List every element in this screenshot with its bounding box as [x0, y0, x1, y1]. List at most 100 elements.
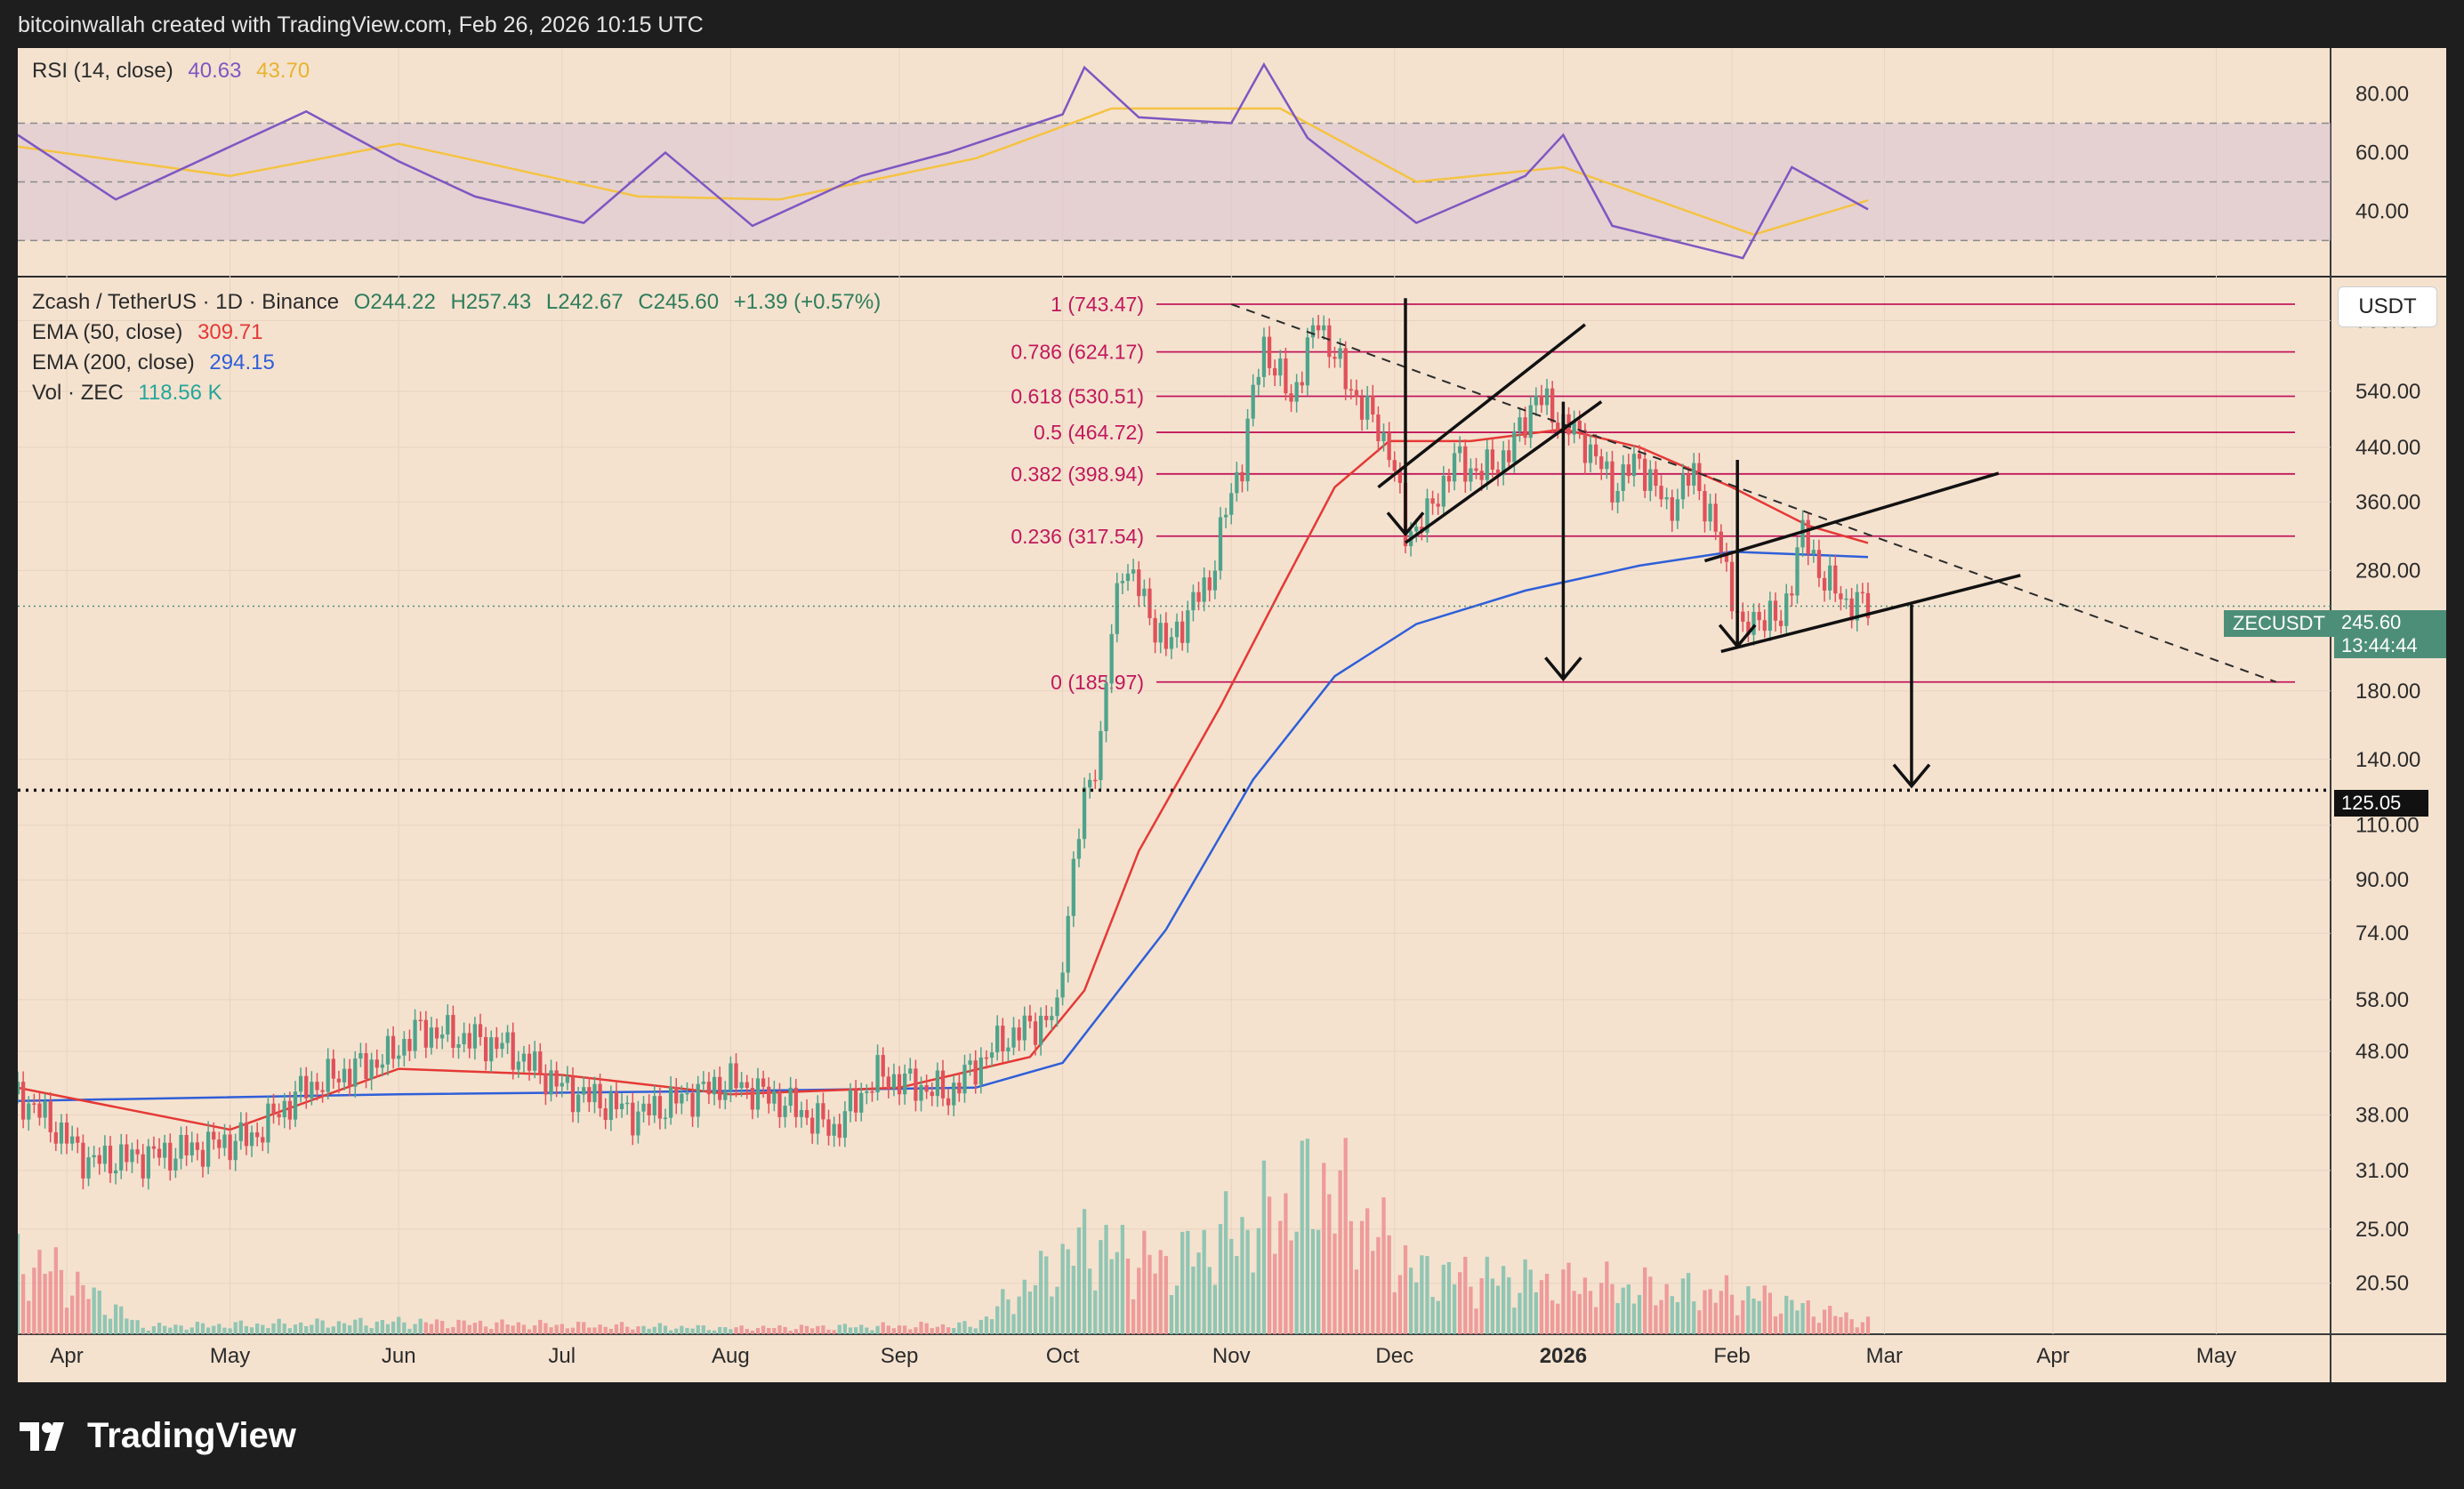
candle-body[interactable]	[685, 1092, 689, 1095]
candle-body[interactable]	[755, 1078, 761, 1110]
candle-body[interactable]	[897, 1074, 902, 1095]
candle-body[interactable]	[582, 1087, 586, 1095]
candle-body[interactable]	[1751, 611, 1756, 635]
candle-body[interactable]	[1033, 1021, 1038, 1045]
candle-body[interactable]	[995, 1026, 1000, 1053]
candle-body[interactable]	[718, 1076, 722, 1100]
candle-body[interactable]	[1844, 598, 1848, 600]
candle-body[interactable]	[1479, 471, 1484, 480]
candle-body[interactable]	[1806, 519, 1810, 554]
candle-body[interactable]	[423, 1019, 428, 1048]
candle-body[interactable]	[222, 1134, 227, 1148]
candle-body[interactable]	[374, 1059, 379, 1068]
candle-body[interactable]	[48, 1101, 52, 1132]
candle-body[interactable]	[1446, 475, 1452, 482]
candle-body[interactable]	[1180, 621, 1185, 643]
candle-body[interactable]	[1719, 531, 1723, 553]
candle-body[interactable]	[1300, 382, 1304, 386]
price-chart[interactable]: 1 (743.47) 0.786 (624.17) 0.618 (530.51) 0.…	[18, 48, 2446, 1382]
candle-body[interactable]	[881, 1055, 885, 1077]
candle-body[interactable]	[97, 1155, 101, 1164]
candle-body[interactable]	[832, 1123, 836, 1136]
candle-body[interactable]	[348, 1068, 352, 1087]
candle-body[interactable]	[1436, 503, 1440, 507]
candle-body[interactable]	[113, 1170, 118, 1174]
candle-body[interactable]	[1599, 456, 1604, 470]
candle-body[interactable]	[358, 1052, 363, 1059]
candle-body[interactable]	[1512, 431, 1517, 463]
candle-body[interactable]	[1577, 421, 1582, 431]
candle-body[interactable]	[1839, 593, 1843, 600]
currency-button[interactable]: USDT	[2338, 286, 2437, 327]
rsi-ma-line[interactable]	[18, 107, 1869, 237]
candle-body[interactable]	[1441, 475, 1445, 507]
candle-body[interactable]	[1137, 569, 1141, 597]
candle-body[interactable]	[53, 1131, 58, 1144]
candle-body[interactable]	[271, 1103, 276, 1115]
ema200-line[interactable]	[18, 550, 1869, 1102]
candle-body[interactable]	[527, 1053, 532, 1071]
candle-body[interactable]	[516, 1061, 520, 1070]
candle-body[interactable]	[331, 1058, 335, 1079]
candle-body[interactable]	[723, 1091, 728, 1100]
candle-body[interactable]	[652, 1096, 656, 1115]
candle-body[interactable]	[1223, 514, 1228, 518]
candle-body[interactable]	[729, 1063, 733, 1091]
candle-body[interactable]	[326, 1058, 330, 1092]
candle-body[interactable]	[614, 1092, 619, 1109]
candle-body[interactable]	[43, 1101, 47, 1118]
candle-body[interactable]	[777, 1091, 782, 1117]
candle-body[interactable]	[1490, 449, 1495, 470]
candle-body[interactable]	[1359, 397, 1365, 420]
candle-body[interactable]	[1371, 395, 1375, 415]
candle-body[interactable]	[18, 1082, 20, 1095]
candle-body[interactable]	[631, 1102, 635, 1136]
candle-body[interactable]	[434, 1027, 439, 1039]
candle-body[interactable]	[1501, 450, 1506, 476]
candle-body[interactable]	[1327, 325, 1332, 358]
candle-body[interactable]	[1001, 1026, 1005, 1052]
candle-body[interactable]	[608, 1092, 613, 1121]
candle-body[interactable]	[489, 1037, 494, 1062]
candle-body[interactable]	[1158, 623, 1163, 643]
candle-body[interactable]	[1196, 592, 1201, 602]
candle-body[interactable]	[761, 1078, 766, 1087]
candle-body[interactable]	[195, 1142, 200, 1150]
candle-body[interactable]	[467, 1033, 471, 1049]
candle-body[interactable]	[407, 1038, 412, 1051]
candle-body[interactable]	[533, 1051, 537, 1071]
candle-body[interactable]	[238, 1122, 243, 1141]
candle-body[interactable]	[750, 1088, 755, 1110]
candle-body[interactable]	[1082, 787, 1087, 840]
candle-body[interactable]	[1637, 454, 1642, 459]
bear-flag-lower[interactable]	[1720, 574, 2021, 654]
candle-body[interactable]	[848, 1090, 853, 1112]
candle-body[interactable]	[261, 1137, 265, 1143]
candle-body[interactable]	[810, 1117, 815, 1134]
candle-body[interactable]	[1387, 432, 1391, 461]
candle-body[interactable]	[353, 1058, 358, 1087]
candle-body[interactable]	[1773, 600, 1778, 621]
candle-body[interactable]	[20, 1082, 26, 1120]
candle-body[interactable]	[837, 1123, 841, 1139]
candle-body[interactable]	[1186, 610, 1190, 643]
candle-body[interactable]	[1855, 592, 1859, 621]
candle-body[interactable]	[1550, 388, 1555, 423]
candle-body[interactable]	[1425, 498, 1429, 533]
candle-body[interactable]	[200, 1149, 205, 1167]
candle-body[interactable]	[587, 1087, 592, 1103]
rising-channel-lower[interactable]	[1404, 400, 1603, 544]
candle-body[interactable]	[440, 1034, 445, 1039]
candle-body[interactable]	[1142, 588, 1147, 597]
candle-body[interactable]	[1593, 444, 1598, 457]
candle-body[interactable]	[870, 1091, 874, 1093]
symbol-title[interactable]: Zcash / TetherUS · 1D · Binance	[32, 290, 340, 314]
candle-body[interactable]	[505, 1032, 510, 1043]
candle-body[interactable]	[1050, 1016, 1054, 1020]
candle-body[interactable]	[1430, 498, 1435, 504]
candle-body[interactable]	[1729, 561, 1735, 612]
candle-body[interactable]	[244, 1122, 249, 1147]
candle-body[interactable]	[1572, 421, 1576, 435]
candle-body[interactable]	[304, 1075, 309, 1099]
candle-body[interactable]	[451, 1015, 455, 1049]
